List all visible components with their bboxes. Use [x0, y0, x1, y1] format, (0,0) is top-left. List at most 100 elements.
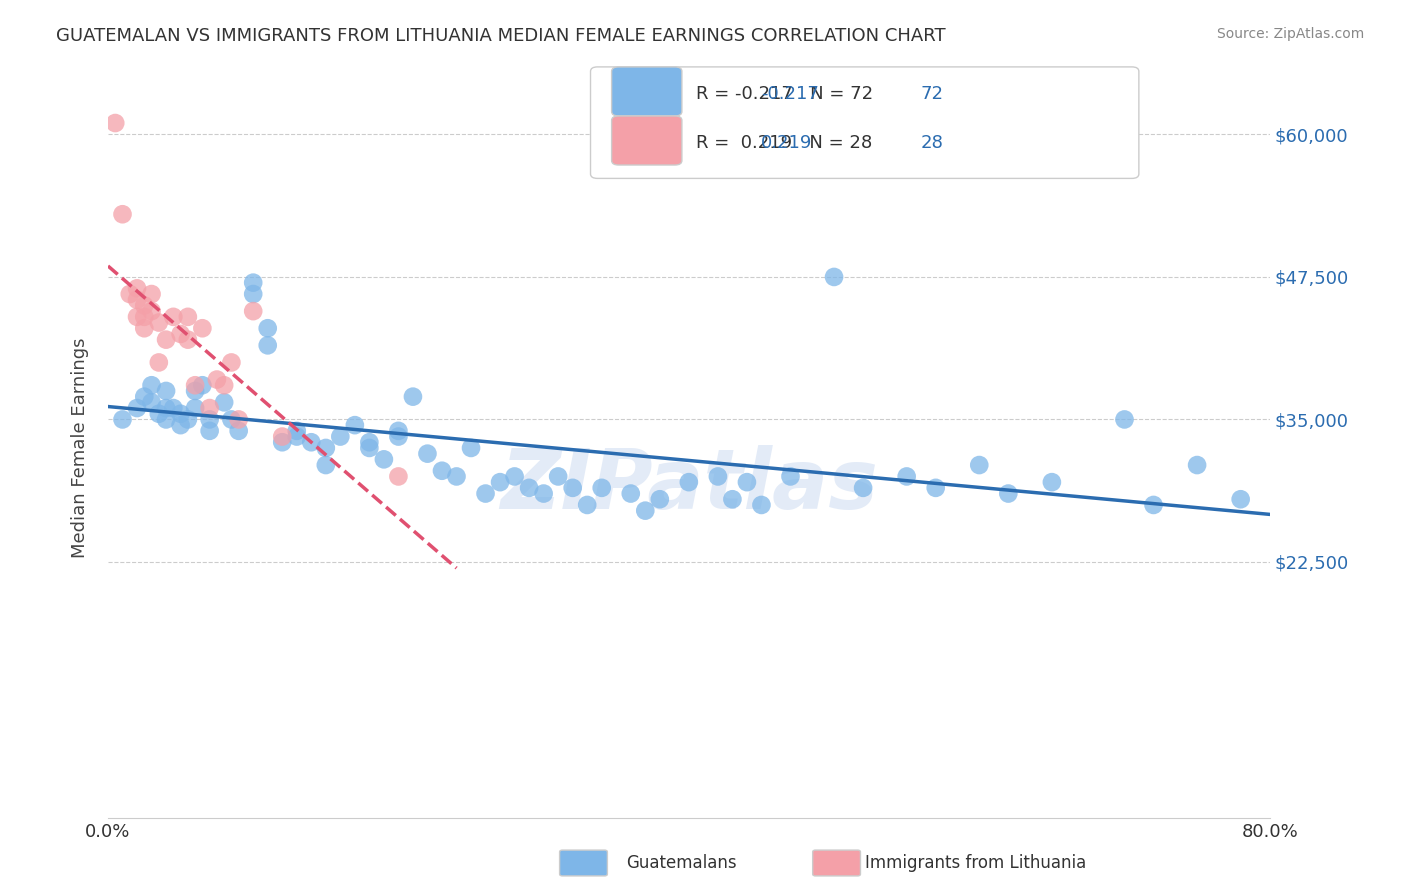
Point	[285, 424, 308, 438]
Point	[242, 304, 264, 318]
Point	[285, 429, 308, 443]
Point	[373, 452, 395, 467]
Point	[517, 481, 540, 495]
Point	[155, 384, 177, 398]
Point	[460, 441, 482, 455]
Point	[198, 412, 221, 426]
Point	[648, 492, 671, 507]
Point	[751, 498, 773, 512]
Point	[271, 429, 294, 443]
Point	[387, 429, 409, 443]
Point	[474, 486, 496, 500]
Point	[191, 378, 214, 392]
Point	[634, 503, 657, 517]
Point	[735, 475, 758, 490]
Point	[1185, 458, 1208, 472]
Point	[198, 401, 221, 415]
Point	[125, 401, 148, 415]
Text: 0.219: 0.219	[761, 134, 813, 152]
Point	[359, 435, 381, 450]
Point	[125, 281, 148, 295]
Point	[177, 412, 200, 426]
Point	[620, 486, 643, 500]
Point	[191, 321, 214, 335]
Point	[177, 333, 200, 347]
Point	[141, 395, 163, 409]
Point	[489, 475, 512, 490]
Point	[359, 441, 381, 455]
Point	[1040, 475, 1063, 490]
Point	[533, 486, 555, 500]
Text: ZIPatlas: ZIPatlas	[501, 444, 877, 525]
Point	[155, 333, 177, 347]
Text: 28: 28	[921, 134, 943, 152]
Point	[134, 298, 156, 312]
Point	[134, 310, 156, 324]
Point	[256, 321, 278, 335]
Text: 72: 72	[921, 85, 943, 103]
Point	[721, 492, 744, 507]
Point	[148, 407, 170, 421]
Point	[212, 378, 235, 392]
Point	[925, 481, 948, 495]
Point	[315, 458, 337, 472]
Point	[896, 469, 918, 483]
Point	[228, 424, 250, 438]
Point	[111, 412, 134, 426]
Point	[343, 418, 366, 433]
Point	[503, 469, 526, 483]
Point	[134, 321, 156, 335]
Point	[134, 390, 156, 404]
Point	[155, 401, 177, 415]
Text: GUATEMALAN VS IMMIGRANTS FROM LITHUANIA MEDIAN FEMALE EARNINGS CORRELATION CHART: GUATEMALAN VS IMMIGRANTS FROM LITHUANIA …	[56, 27, 946, 45]
Point	[118, 287, 141, 301]
Point	[387, 424, 409, 438]
Point	[125, 293, 148, 307]
Y-axis label: Median Female Earnings: Median Female Earnings	[72, 338, 89, 558]
Text: Immigrants from Lithuania: Immigrants from Lithuania	[865, 854, 1085, 871]
Point	[852, 481, 875, 495]
Point	[779, 469, 801, 483]
Text: -0.217: -0.217	[761, 85, 818, 103]
Point	[141, 304, 163, 318]
Point	[148, 316, 170, 330]
Point	[111, 207, 134, 221]
Text: Guatemalans: Guatemalans	[626, 854, 737, 871]
Point	[576, 498, 599, 512]
Point	[271, 435, 294, 450]
Point	[177, 310, 200, 324]
Point	[242, 276, 264, 290]
Point	[446, 469, 468, 483]
Point	[162, 401, 184, 415]
Point	[678, 475, 700, 490]
Point	[299, 435, 322, 450]
Point	[707, 469, 730, 483]
Point	[402, 390, 425, 404]
Point	[228, 412, 250, 426]
Point	[256, 338, 278, 352]
Text: R =  0.219   N = 28: R = 0.219 N = 28	[696, 134, 872, 152]
Point	[125, 310, 148, 324]
Point	[141, 378, 163, 392]
Text: Source: ZipAtlas.com: Source: ZipAtlas.com	[1216, 27, 1364, 41]
Point	[212, 395, 235, 409]
Point	[1114, 412, 1136, 426]
Point	[329, 429, 352, 443]
Point	[148, 355, 170, 369]
Point	[184, 378, 207, 392]
Point	[561, 481, 583, 495]
Point	[221, 355, 243, 369]
Point	[387, 469, 409, 483]
Point	[104, 116, 127, 130]
Point	[162, 310, 184, 324]
Point	[141, 287, 163, 301]
Point	[430, 464, 453, 478]
Point	[169, 407, 191, 421]
Point	[184, 401, 207, 415]
Point	[547, 469, 569, 483]
Point	[169, 418, 191, 433]
Point	[315, 441, 337, 455]
Point	[205, 373, 228, 387]
Point	[155, 412, 177, 426]
Point	[1229, 492, 1251, 507]
